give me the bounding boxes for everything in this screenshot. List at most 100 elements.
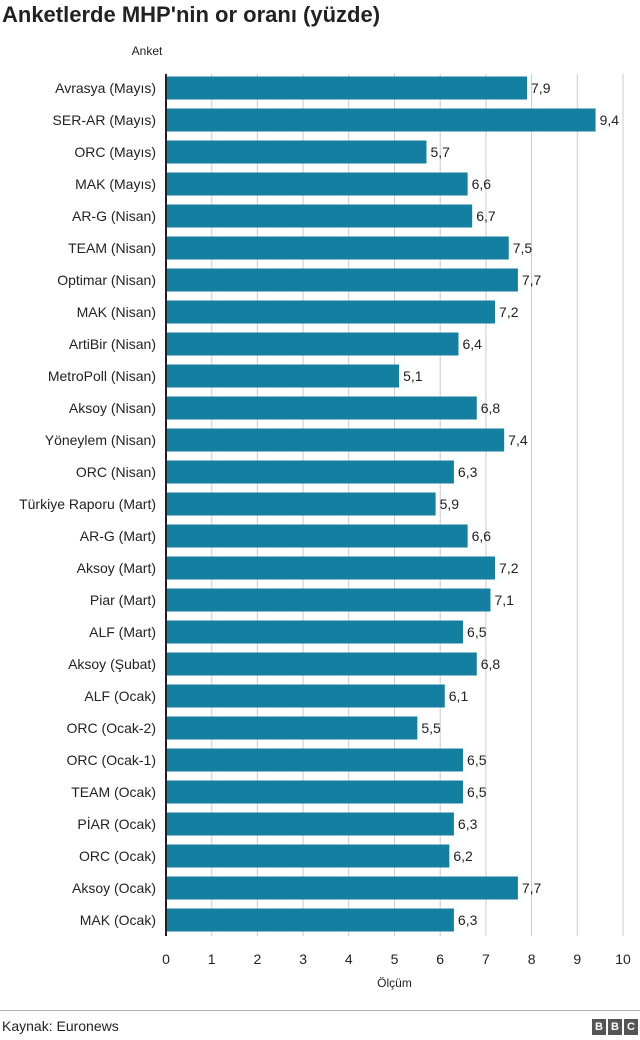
bar	[166, 236, 509, 260]
value-label: 6,5	[467, 784, 487, 800]
value-label: 6,8	[481, 656, 501, 672]
category-label: PİAR (Ocak)	[77, 815, 156, 832]
x-tick-label: 2	[254, 951, 262, 967]
category-label: ORC (Ocak)	[79, 848, 156, 864]
value-label: 6,5	[467, 752, 487, 768]
value-label: 6,3	[458, 816, 478, 832]
category-label: Piar (Mart)	[90, 592, 156, 608]
bar	[166, 908, 454, 932]
category-label: TEAM (Ocak)	[71, 784, 156, 800]
category-label: MetroPoll (Nisan)	[48, 368, 156, 384]
bar	[166, 588, 491, 612]
logo-letter: B	[608, 1019, 622, 1035]
bar	[166, 844, 450, 868]
value-label: 6,6	[472, 176, 492, 192]
chart-title: Anketlerde MHP'nin or oranı (yüzde)	[2, 2, 381, 27]
x-tick-label: 3	[299, 951, 307, 967]
value-label: 7,4	[508, 432, 528, 448]
category-label: Optimar (Nisan)	[57, 272, 156, 288]
bar	[166, 268, 518, 292]
value-label: 5,1	[403, 368, 423, 384]
x-tick-label: 1	[208, 951, 216, 967]
bar	[166, 780, 464, 804]
bbc-logo: B B C	[592, 1019, 638, 1035]
value-label: 5,7	[430, 144, 450, 160]
value-label: 6,6	[472, 528, 492, 544]
footer-divider	[0, 1010, 640, 1011]
bar	[166, 428, 505, 452]
category-label: MAK (Mayıs)	[75, 176, 156, 192]
category-label: ORC (Ocak-2)	[67, 720, 156, 736]
source-text: Kaynak: Euronews	[2, 1018, 119, 1034]
value-label: 6,4	[462, 336, 482, 352]
category-label: ORC (Mayıs)	[74, 144, 156, 160]
value-label: 7,7	[522, 880, 542, 896]
bar	[166, 172, 468, 196]
category-label: MAK (Nisan)	[77, 304, 156, 320]
value-label: 6,1	[449, 688, 469, 704]
value-label: 7,7	[522, 272, 542, 288]
category-label: MAK (Ocak)	[80, 912, 156, 928]
bar	[166, 460, 454, 484]
category-label: ORC (Ocak-1)	[67, 752, 156, 768]
value-label: 5,9	[440, 496, 460, 512]
bar	[166, 492, 436, 516]
category-label: ALF (Ocak)	[84, 688, 156, 704]
value-label: 7,1	[494, 592, 514, 608]
category-label: AR-G (Nisan)	[72, 208, 156, 224]
value-label: 6,5	[467, 624, 487, 640]
category-label: Avrasya (Mayıs)	[55, 80, 156, 96]
value-label: 7,9	[531, 80, 551, 96]
bar	[166, 812, 454, 836]
x-tick-label: 10	[615, 951, 631, 967]
category-label: Yöneylem (Nisan)	[45, 432, 156, 448]
bar	[166, 748, 464, 772]
value-label: 6,3	[458, 912, 478, 928]
bar	[166, 620, 464, 644]
category-label: ALF (Mart)	[89, 624, 156, 640]
x-tick-label: 6	[436, 951, 444, 967]
bar	[166, 876, 518, 900]
value-label: 6,8	[481, 400, 501, 416]
bar	[166, 396, 477, 420]
category-label: Aksoy (Şubat)	[68, 656, 156, 672]
value-label: 6,2	[453, 848, 473, 864]
x-tick-label: 9	[573, 951, 581, 967]
x-tick-label: 5	[391, 951, 399, 967]
category-label: ORC (Nisan)	[76, 464, 156, 480]
x-tick-label: 8	[528, 951, 536, 967]
bar	[166, 332, 459, 356]
bar-chart: Avrasya (Mayıs) 7,9 SER-AR (Mayıs) 9,4 ORC (…	[19, 44, 631, 990]
logo-letter: C	[624, 1019, 638, 1035]
category-label: TEAM (Nisan)	[68, 240, 156, 256]
x-tick-label: 0	[162, 951, 170, 967]
x-tick-label: 7	[482, 951, 490, 967]
x-axis-title: Ölçüm	[377, 976, 412, 990]
category-label: Türkiye Raporu (Mart)	[19, 496, 156, 512]
value-label: 7,2	[499, 304, 519, 320]
value-label: 9,4	[600, 112, 620, 128]
bar	[166, 300, 496, 324]
category-label: AR-G (Mart)	[80, 528, 156, 544]
category-label: SER-AR (Mayıs)	[53, 112, 156, 128]
category-label: Aksoy (Mart)	[77, 560, 156, 576]
bar	[166, 204, 473, 228]
bar	[166, 108, 596, 132]
y-axis-title: Anket	[132, 44, 163, 58]
bar	[166, 524, 468, 548]
value-label: 5,5	[421, 720, 441, 736]
bar	[166, 716, 418, 740]
value-label: 6,7	[476, 208, 496, 224]
category-label: ArtiBir (Nisan)	[69, 336, 156, 352]
bar	[166, 76, 528, 100]
bar	[166, 140, 427, 164]
bar	[166, 684, 445, 708]
bar	[166, 556, 496, 580]
value-label: 7,5	[513, 240, 533, 256]
category-label: Aksoy (Nisan)	[69, 400, 156, 416]
bar	[166, 652, 477, 676]
x-tick-label: 4	[345, 951, 353, 967]
value-label: 6,3	[458, 464, 478, 480]
category-label: Aksoy (Ocak)	[72, 880, 156, 896]
value-label: 7,2	[499, 560, 519, 576]
